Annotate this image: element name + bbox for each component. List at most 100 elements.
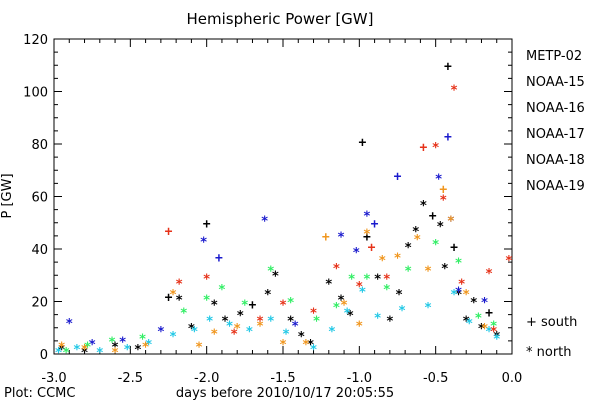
north-point-metp-02: * bbox=[395, 288, 403, 303]
north-point-noaa-18: * bbox=[210, 327, 218, 342]
x-tick-label: -1.0 bbox=[347, 371, 372, 386]
north-point-noaa-18: * bbox=[58, 341, 66, 356]
legend: METP-02 NOAA-15 NOAA-16 NOAA-17 NOAA-18 NOAA-… bbox=[526, 49, 585, 194]
north-point-metp-02: * bbox=[455, 288, 463, 303]
north-point-noaa-17: * bbox=[474, 312, 482, 327]
north-point-noaa-15: * bbox=[337, 230, 345, 245]
north-point-noaa-19: * bbox=[490, 325, 498, 340]
north-point-noaa-15: * bbox=[481, 296, 489, 311]
north-point-noaa-18: * bbox=[355, 320, 363, 335]
north-point-noaa-19: * bbox=[203, 272, 211, 287]
north-point-noaa-16: * bbox=[55, 346, 63, 361]
north-point-noaa-16: * bbox=[424, 301, 432, 316]
north-point-noaa-18: * bbox=[378, 254, 386, 269]
north-point-noaa-15: * bbox=[157, 325, 165, 340]
north-point-noaa-19: * bbox=[230, 327, 238, 342]
north-point-metp-02: * bbox=[412, 225, 420, 240]
north-point-noaa-16: * bbox=[465, 317, 473, 332]
north-point-noaa-17: * bbox=[404, 264, 412, 279]
south-point-noaa-19: + bbox=[420, 141, 428, 156]
north-point-noaa-18: * bbox=[233, 322, 241, 337]
y-tick-label: 60 bbox=[31, 191, 48, 206]
north-point-noaa-18: * bbox=[111, 346, 119, 361]
north-point-metp-02: * bbox=[134, 343, 142, 358]
south-point-metp-02: + bbox=[450, 240, 458, 255]
north-point-noaa-17: * bbox=[348, 272, 356, 287]
north-point-metp-02: * bbox=[441, 262, 449, 277]
plot-credit: Plot: CCMC bbox=[4, 386, 75, 400]
axis-ticks: -3.0 -2.5 -2.0 -1.5 -1.0 -0.5 0.0 0 20 40 60 80 100 1… bbox=[23, 33, 522, 386]
north-point-noaa-19: * bbox=[432, 141, 440, 156]
south-point-noaa-15: + bbox=[444, 130, 452, 145]
north-point-noaa-16: * bbox=[485, 325, 493, 340]
north-point-metp-02: * bbox=[420, 199, 428, 214]
south-point-metp-02: + bbox=[444, 59, 452, 74]
south-point-metp-02: + bbox=[363, 230, 371, 245]
north-point-noaa-15: * bbox=[200, 236, 208, 251]
y-tick-label: 80 bbox=[31, 138, 48, 153]
north-point-noaa-16: * bbox=[226, 320, 234, 335]
south-point-noaa-15: + bbox=[215, 251, 223, 266]
north-point-metp-02: * bbox=[436, 220, 444, 235]
hemisphere-key: + south * north bbox=[526, 315, 577, 360]
north-point-noaa-17: * bbox=[218, 283, 226, 298]
north-point-metp-02: * bbox=[307, 338, 315, 353]
north-point-noaa-17: * bbox=[455, 257, 463, 272]
north-point-noaa-17: * bbox=[267, 264, 275, 279]
north-point-noaa-16: * bbox=[206, 314, 214, 329]
north-point-metp-02: * bbox=[271, 270, 279, 285]
north-point-noaa-16: * bbox=[343, 306, 351, 321]
north-point-metp-02: * bbox=[462, 314, 470, 329]
north-point-noaa-15: * bbox=[455, 285, 463, 300]
north-point-noaa-15: * bbox=[88, 338, 96, 353]
legend-entry-noaa-17: NOAA-17 bbox=[526, 127, 585, 142]
north-point-noaa-16: * bbox=[282, 327, 290, 342]
x-tick-label: -3.0 bbox=[41, 371, 66, 386]
north-point-noaa-16: * bbox=[169, 330, 177, 345]
legend-entry-noaa-18: NOAA-18 bbox=[526, 153, 585, 168]
north-point-noaa-16: * bbox=[96, 346, 104, 361]
north-point-noaa-15: * bbox=[65, 317, 73, 332]
data-marks: * * * *+ **+** *+********++******+**++****+**… bbox=[55, 59, 513, 361]
north-point-noaa-19: * bbox=[458, 278, 466, 293]
x-tick-label: -2.0 bbox=[194, 371, 219, 386]
x-axis-label: days before 2010/10/17 20:05:55 bbox=[176, 386, 394, 400]
north-point-metp-02: * bbox=[187, 322, 195, 337]
south-point-noaa-18: + bbox=[322, 230, 330, 245]
north-point-noaa-19: * bbox=[279, 299, 287, 314]
south-point-metp-02: + bbox=[249, 298, 257, 313]
north-point-noaa-18: * bbox=[340, 299, 348, 314]
y-tick-label: 40 bbox=[31, 243, 48, 258]
y-axis-label: P [GW] bbox=[0, 173, 15, 218]
south-point-noaa-15: + bbox=[394, 170, 402, 185]
legend-entry-noaa-16: NOAA-16 bbox=[526, 101, 585, 116]
north-point-noaa-18: * bbox=[195, 341, 203, 356]
north-point-noaa-19: * bbox=[310, 306, 318, 321]
north-point-noaa-18: * bbox=[424, 264, 432, 279]
south-point-noaa-19: + bbox=[165, 225, 173, 240]
north-point-noaa-15: * bbox=[435, 173, 443, 188]
north-point-noaa-18: * bbox=[279, 338, 287, 353]
north-point-noaa-18: * bbox=[169, 288, 177, 303]
north-point-metp-02: * bbox=[236, 309, 244, 324]
north-point-noaa-19: * bbox=[383, 272, 391, 287]
south-point-metp-02: + bbox=[429, 209, 437, 224]
north-point-metp-02: * bbox=[111, 341, 119, 356]
north-point-noaa-18: * bbox=[447, 215, 455, 230]
y-tick-label: 120 bbox=[23, 33, 48, 48]
legend-entry-noaa-19: NOAA-19 bbox=[526, 179, 585, 194]
north-point-noaa-16: * bbox=[310, 343, 318, 358]
north-point-noaa-16: * bbox=[245, 325, 253, 340]
x-tick-label: -1.5 bbox=[270, 371, 295, 386]
north-point-noaa-17: * bbox=[84, 341, 92, 356]
south-point-noaa-18: + bbox=[439, 183, 447, 198]
north-point-metp-02: * bbox=[470, 296, 478, 311]
north-point-noaa-16: * bbox=[123, 343, 131, 358]
legend-entry-noaa-15: NOAA-15 bbox=[526, 75, 585, 90]
north-point-noaa-18: * bbox=[81, 343, 89, 358]
north-point-metp-02: * bbox=[58, 343, 66, 358]
north-point-noaa-16: * bbox=[398, 304, 406, 319]
hemisphere-key-south: + south bbox=[526, 315, 577, 330]
hemisphere-key-north: * north bbox=[526, 345, 572, 360]
